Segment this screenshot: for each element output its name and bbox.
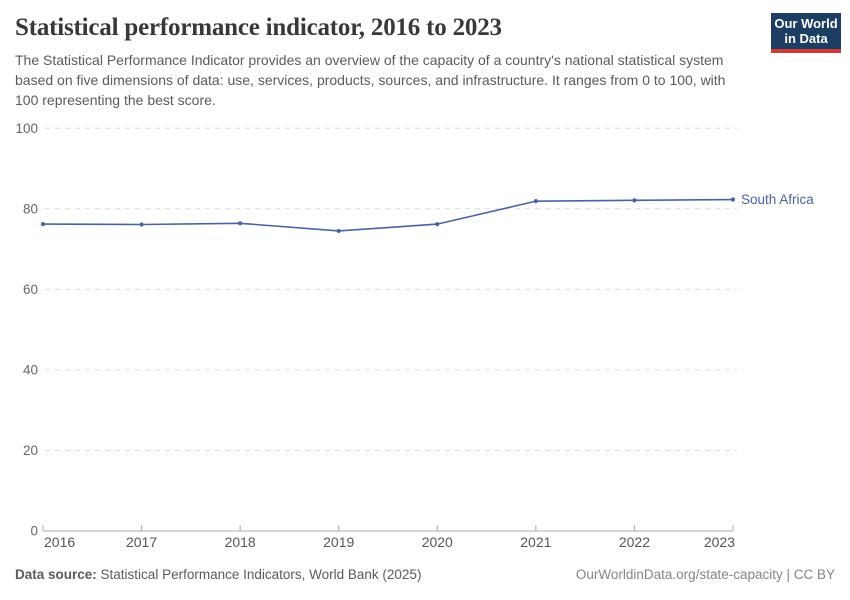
data-point-2022[interactable] <box>632 198 637 203</box>
data-point-2017[interactable] <box>139 222 144 227</box>
y-axis-tick-label: 80 <box>23 201 38 216</box>
x-axis-tick-label: 2019 <box>323 534 354 550</box>
y-axis-tick-label: 20 <box>23 443 38 458</box>
y-axis-tick-label: 100 <box>15 121 38 136</box>
series-end-label: South Africa <box>741 192 814 207</box>
data-source: Data source: Statistical Performance Ind… <box>15 567 421 582</box>
data-point-2019[interactable] <box>336 228 341 234</box>
line-series-south-africa <box>42 198 734 232</box>
data-source-label: Data source: <box>15 567 97 582</box>
owid-logo[interactable]: Our World in Data <box>771 13 841 53</box>
owid-logo-line2: in Data <box>784 31 828 46</box>
x-axis-tick-label: 2023 <box>704 534 735 550</box>
y-axis-tick-label: 40 <box>23 362 38 377</box>
data-point-2016[interactable] <box>40 222 46 227</box>
x-axis-tick-label: 2016 <box>44 534 75 550</box>
data-point-2020[interactable] <box>435 222 440 227</box>
x-axis-tick-label: 2018 <box>225 534 256 550</box>
data-source-text: Statistical Performance Indicators, Worl… <box>100 567 422 582</box>
y-axis-tick-label: 60 <box>23 282 38 297</box>
x-axis-tick-label: 2017 <box>126 534 157 550</box>
chart-svg: 0 20 40 60 80 100 2016 2017 2018 2019 2020 2021 2022… <box>15 121 814 550</box>
owid-logo-line1: Our World <box>774 15 838 31</box>
data-point-2023[interactable] <box>730 197 736 202</box>
data-point-2021[interactable] <box>533 199 538 204</box>
x-axis-tick-label: 2021 <box>520 534 551 550</box>
chart-footer: Data source: Statistical Performance Ind… <box>15 567 835 582</box>
x-axis-tick-label: 2022 <box>619 534 650 550</box>
chart-header: Statistical performance indicator, 2016 … <box>15 14 755 111</box>
owid-url-license-link[interactable]: OurWorldinData.org/state-capacity | CC B… <box>575 567 835 582</box>
data-point-2018[interactable] <box>238 221 243 226</box>
chart-subtitle: The Statistical Performance Indicator pr… <box>15 52 726 108</box>
chart-title: Statistical performance indicator, 2016 … <box>15 14 502 41</box>
y-axis-tick-label: 0 <box>30 524 38 539</box>
x-axis-tick-label: 2020 <box>422 534 453 550</box>
